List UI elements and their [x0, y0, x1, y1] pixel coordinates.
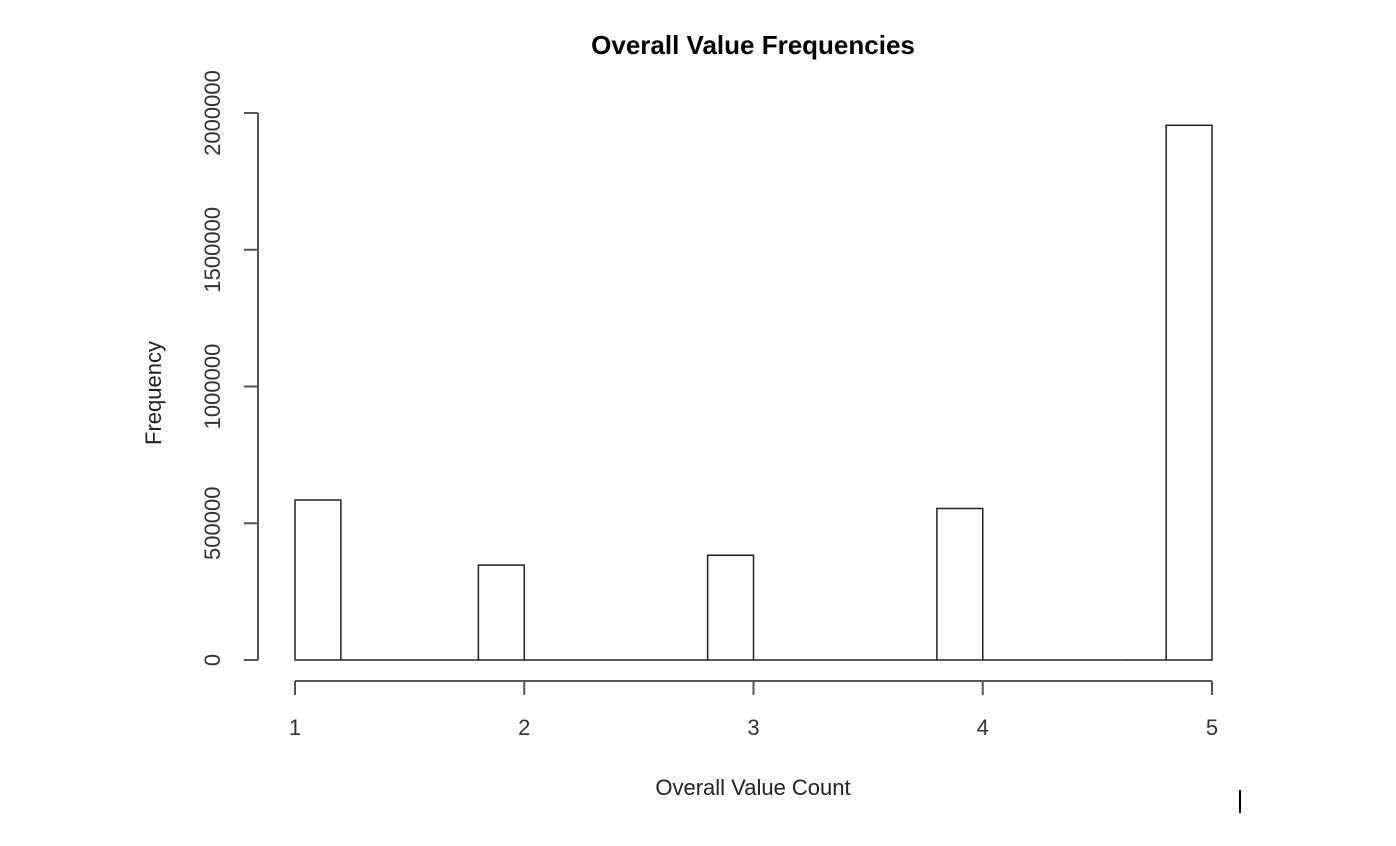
histogram-bar: [477, 564, 525, 661]
x-axis: 1 2 3 4 5: [289, 680, 1218, 740]
chart-title: Overall Value Frequencies: [591, 30, 915, 60]
histogram-bar: [706, 554, 755, 661]
x-tick-label: 5: [1206, 715, 1218, 740]
x-tick-label: 2: [518, 715, 530, 740]
y-tick-label: 1500000: [200, 207, 225, 293]
x-tick-label: 3: [747, 715, 759, 740]
x-axis-label: Overall Value Count: [655, 775, 850, 800]
histogram-bar: [294, 499, 342, 661]
y-tick-label: 2000000: [200, 70, 225, 156]
x-tick-label: 1: [289, 715, 301, 740]
histogram-bar: [1165, 124, 1213, 661]
bars-group: [294, 124, 1213, 661]
y-tick-label: 0: [200, 654, 225, 666]
histogram-bar: [936, 507, 984, 661]
x-tick-label: 4: [977, 715, 989, 740]
y-tick-label: 500000: [200, 487, 225, 560]
y-axis-label: Frequency: [141, 341, 166, 445]
y-tick-label: 1000000: [200, 344, 225, 430]
y-axis: 0 500000 1000000 1500000 2000000: [200, 70, 259, 666]
